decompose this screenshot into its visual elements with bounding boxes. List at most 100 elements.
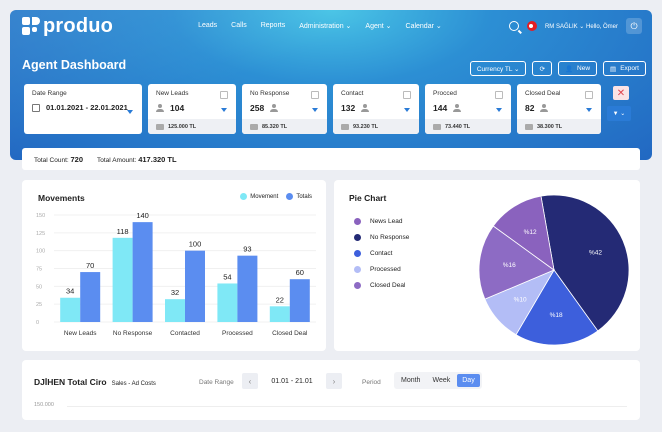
legend-label: Totals	[296, 193, 312, 200]
chevron-down-icon[interactable]	[496, 108, 502, 112]
movements-title: Movements	[38, 193, 85, 203]
chevron-down-icon[interactable]	[221, 108, 227, 112]
pie-slice[interactable]	[492, 195, 555, 271]
pie-legend-item[interactable]: Closed Deal	[354, 282, 409, 289]
pie-legend-item[interactable]: News Lead	[354, 218, 409, 225]
legend-dot	[354, 282, 361, 289]
kpi-checkbox[interactable]	[585, 91, 593, 99]
person-icon	[361, 104, 370, 112]
export-button[interactable]: ▤ Export	[603, 61, 646, 76]
pie-legend-item[interactable]: No Response	[354, 234, 409, 241]
kpi-no-response[interactable]: No Response 258 85.320 TL	[242, 84, 327, 134]
period-day[interactable]: Day	[457, 374, 480, 387]
nav-reports[interactable]: Reports	[260, 22, 286, 29]
x-tick-label: Closed Deal	[272, 330, 308, 337]
nav-leads[interactable]: Leads	[198, 22, 218, 29]
kpi-contact[interactable]: Contact 132 93.230 TL	[333, 84, 419, 134]
bar-value-label: 54	[223, 272, 231, 281]
kpi-checkbox[interactable]	[220, 91, 228, 99]
kpi-checkbox[interactable]	[495, 91, 503, 99]
bar-value-label: 118	[117, 227, 129, 236]
power-icon[interactable]: ⏻	[626, 18, 642, 34]
bar-totals[interactable]	[185, 250, 205, 322]
next-date-button[interactable]: ›	[326, 373, 342, 389]
prev-date-button[interactable]: ‹	[242, 373, 258, 389]
chevron-down-icon[interactable]	[586, 108, 592, 112]
page-title: Agent Dashboard	[22, 58, 127, 72]
kpi-new-leads[interactable]: New Leads 104 125.000 TL	[148, 84, 236, 134]
kpi-checkbox[interactable]	[403, 91, 411, 99]
user-menu[interactable]: RM SAĞLIK ⌄ Hello, Ömer	[544, 23, 618, 30]
bar-totals[interactable]	[237, 255, 258, 322]
kpi-label: Closed Deal	[525, 90, 561, 97]
y-axis-tick: 150.000	[34, 402, 54, 408]
y-tick-label: 75	[36, 267, 42, 273]
pie-slice[interactable]	[478, 225, 555, 300]
search-icon[interactable]	[508, 21, 519, 31]
kpi-count: 104	[170, 103, 185, 113]
bar-totals[interactable]	[289, 279, 310, 322]
language-flag-icon[interactable]	[526, 21, 537, 31]
logo[interactable]: produo	[22, 15, 113, 38]
bar-movement[interactable]	[60, 297, 81, 322]
top-navigation: produo Leads Calls Reports Administratio…	[10, 10, 652, 42]
legend-label: No Response	[370, 234, 410, 241]
nav-calls[interactable]: Calls	[231, 22, 247, 29]
x-tick-label: Contacted	[170, 330, 200, 337]
nav-administration[interactable]: Administration ⌄	[299, 23, 352, 30]
kpi-procced[interactable]: Procced 144 73.440 TL	[425, 84, 511, 134]
total-amount-label: Total Amount:	[97, 156, 137, 164]
totals-bar: Total Count: 720 Total Amount: 417.320 T…	[22, 148, 640, 170]
currency-select[interactable]: Currency TL ⌄	[469, 61, 527, 76]
new-button[interactable]: 👤 New	[557, 61, 598, 76]
nav-calendar[interactable]: Calendar ⌄	[405, 23, 442, 30]
pie-legend-item[interactable]: Contact	[354, 250, 409, 257]
period-label: Period	[362, 379, 381, 386]
pie-slice[interactable]	[515, 269, 599, 346]
kpi-closed-deal[interactable]: Closed Deal 82 38.300 TL	[517, 84, 601, 134]
period-week[interactable]: Week	[432, 377, 451, 384]
bar-value-label: 60	[296, 268, 304, 277]
period-month[interactable]: Month	[401, 377, 421, 384]
add-user-icon: 👤	[564, 65, 574, 73]
bar-movement[interactable]	[112, 237, 133, 322]
bar-movement[interactable]	[269, 306, 290, 322]
legend-dot	[286, 193, 294, 200]
person-icon	[540, 104, 549, 112]
legend-label: Contact	[370, 250, 393, 257]
bar-totals[interactable]	[132, 222, 153, 322]
legend-dot	[354, 266, 361, 273]
bar-totals[interactable]	[80, 272, 101, 322]
chevron-down-icon[interactable]	[404, 108, 410, 112]
legend-totals[interactable]: Totals	[286, 193, 312, 200]
bar-movement[interactable]	[165, 299, 185, 322]
kpi-checkbox[interactable]	[311, 91, 319, 99]
legend-movement[interactable]: Movement	[240, 193, 278, 200]
pie-slice[interactable]	[540, 194, 630, 332]
y-tick-label: 125	[36, 231, 45, 237]
kpi-amount: 85.320 TL	[262, 123, 288, 130]
bar-value-label: 140	[136, 211, 149, 220]
pie-card: Pie Chart News Lead No Response Contact …	[334, 180, 640, 351]
pie-slice-label: %12	[524, 229, 537, 236]
filter-button[interactable]: ▼ ⌄	[607, 106, 631, 121]
pie-legend-item[interactable]: Processed	[354, 266, 409, 273]
kpi-amount: 125.000 TL	[168, 123, 197, 130]
bar-movement[interactable]	[217, 283, 238, 322]
export-label: Export	[620, 65, 639, 72]
bar-value-label: 34	[66, 287, 74, 296]
date-range-filter[interactable]: Date Range 01.01.2021 - 22.01.2021	[24, 84, 142, 134]
bar-value-label: 93	[243, 245, 251, 254]
total-ciro-card: DJİHEN Total Ciro Sales - Ad Costs Date …	[22, 360, 640, 420]
chevron-down-icon[interactable]	[312, 108, 318, 112]
folder-icon	[341, 123, 349, 130]
kpi-label: Procced	[433, 90, 457, 97]
legend-dot	[354, 218, 361, 225]
refresh-icon: ⟳	[539, 65, 545, 73]
chevron-down-icon[interactable]	[127, 110, 133, 114]
clear-filter-button[interactable]: ✕	[613, 86, 629, 100]
calendar-icon	[32, 103, 40, 112]
nav-agent[interactable]: Agent ⌄	[365, 23, 392, 30]
refresh-button[interactable]: ⟳	[532, 61, 552, 76]
pie-slice-label: %18	[550, 312, 563, 319]
